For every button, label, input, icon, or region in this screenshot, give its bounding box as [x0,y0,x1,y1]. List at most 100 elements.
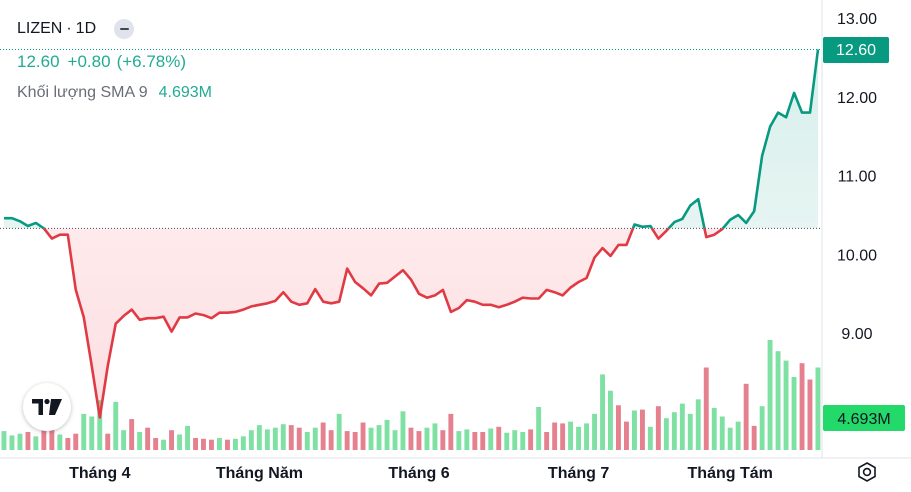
volume-bar [735,421,741,450]
volume-bar [248,430,254,450]
volume-bar [815,367,821,450]
volume-bar [121,430,127,450]
volume-bar [217,438,222,450]
volume-bar [592,413,597,450]
volume-bar [193,438,198,450]
volume-badge: 4.693M [823,405,905,431]
volume-bar [65,438,71,450]
price-row: 12.60 +0.80 (+6.78%) [17,49,212,73]
minus-icon[interactable] [114,19,135,39]
volume-bar [240,436,246,451]
volume-bar [17,433,23,450]
x-tick-label: Tháng 4 [69,465,130,482]
volume-bar [408,427,414,450]
x-tick-label: Tháng Tám [688,465,773,482]
symbol-name[interactable]: LIZEN [17,20,63,37]
area-fill-below [4,228,818,418]
x-tick-label: Tháng Năm [216,465,303,482]
volume-bar [73,433,79,450]
volume-bar [376,425,382,450]
volume-bar [751,425,757,450]
volume-badge-text: 4.693M [837,411,890,428]
volume-bar [177,434,182,450]
volume-bar [304,432,310,450]
tradingview-logo-icon[interactable] [23,383,71,431]
volume-bar [288,425,294,450]
volume-bar [280,424,286,450]
volume-bar [767,340,773,450]
volume-bar [544,432,550,450]
volume-bar [89,416,95,450]
volume-bar [209,439,214,450]
volume-bar [296,427,302,450]
volume-bar [81,413,87,450]
volume-bar [496,426,502,450]
volume-bar [185,425,190,450]
volume-bar [695,399,701,450]
volume-bar [25,432,31,450]
volume-bar [161,439,166,450]
y-tick-label: 9.00 [841,326,872,343]
volume-bar [9,435,15,450]
volume-bar [49,426,55,450]
volume-bar [33,436,39,451]
volume-bar [568,421,573,450]
volume-bar [1,431,7,450]
price-badge-bg [823,37,889,63]
volume-bar [679,403,685,450]
price-badge: 12.60 [823,37,889,63]
volume-bar [384,419,390,450]
tradingview-logo-glyph [32,398,62,415]
volume-bar [137,432,143,450]
volume-bar [552,422,558,450]
volume-bar [576,426,581,450]
symbol-separator: · [66,20,72,37]
volume-indicator-label[interactable]: Khối lượng SMA 9 [17,84,148,101]
volume-bar [432,423,438,450]
volume-bar [424,427,430,450]
price-line-above [4,49,820,229]
volume-bar [400,411,406,450]
x-tick-label: Tháng 7 [548,465,609,482]
volume-bar [640,409,645,450]
volume-badge-bg [823,405,905,431]
x-axis: Tháng 4 Tháng Năm Tháng 6 Tháng 7 Tháng Tám [0,0,911,482]
volume-bar [312,427,318,450]
volume-bar [344,431,350,450]
volume-bar [807,379,813,450]
volume-bar [41,430,47,450]
y-tick-label: 10.00 [837,247,877,264]
volume-bar [608,390,613,450]
volume-bar [727,427,733,450]
timeframe-label[interactable]: 1D [75,20,97,37]
gear-glyph [858,462,876,482]
legend: LIZEN · 1D 12.60 +0.80 (+6.78%) Khối lượ… [17,17,212,113]
volume-bar [647,426,653,450]
volume-bar [169,430,174,450]
volume-bar [57,434,63,450]
volume-bar [480,432,486,450]
volume-bar [272,427,278,450]
volume-bar [392,430,398,450]
y-tick-label: 12.00 [837,90,877,107]
y-axis: 13.00 12.00 11.00 10.00 9.00 [837,11,877,343]
volume-bar [368,427,374,450]
x-tick-label: Tháng 6 [388,465,449,482]
volume-bar [600,374,605,450]
volume-bar [536,407,542,450]
volume-bar [129,419,135,450]
volume-bar [97,400,103,450]
volume-bar [105,433,111,450]
volume-indicator-value: 4.693M [158,84,212,101]
volume-bar [671,412,677,450]
price-line-below [41,228,725,419]
price-badge-text: 12.60 [836,42,876,59]
volume-bar [448,413,454,450]
gear-icon[interactable] [856,461,878,483]
volume-bar [711,407,717,450]
price-change-pct: (+6.78%) [116,51,187,71]
volume-bar [336,413,342,450]
volume-bar [225,439,230,450]
volume-bar [783,360,789,450]
